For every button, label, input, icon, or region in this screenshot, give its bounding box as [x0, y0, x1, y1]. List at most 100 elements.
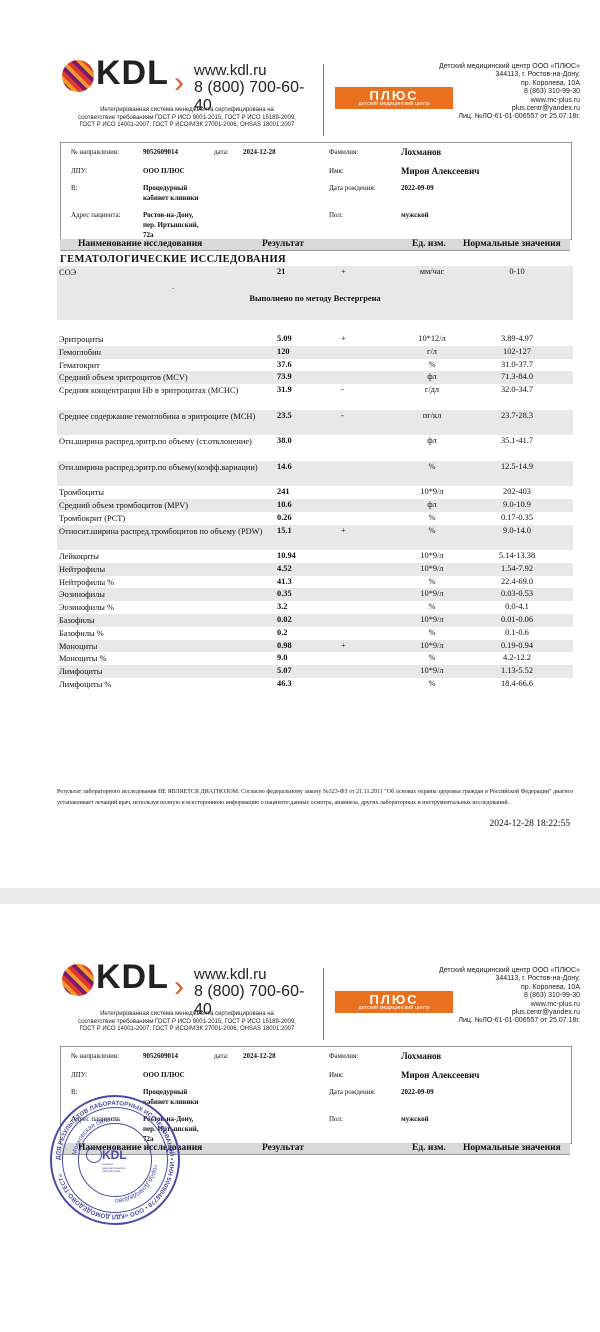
referral-label: № направления:: [71, 148, 120, 156]
department-value: Процедурный: [143, 1088, 188, 1096]
test-result: 23.5: [277, 410, 292, 420]
test-name: Моноциты: [59, 641, 98, 651]
stamp-ring: [62, 1107, 168, 1213]
test-norm: 0.03-0.53: [500, 589, 534, 599]
website: www.kdl.ru: [194, 62, 267, 79]
kdl-brand: KDL: [96, 958, 169, 996]
test-name: Лимфоциты: [59, 667, 103, 677]
test-norm: 23.7-28.3: [500, 410, 534, 420]
test-name: Отн.ширина распред.эритр.по объему(коэфф…: [59, 462, 258, 472]
test-name: Средний объем эритроцитов (MCV): [59, 373, 188, 383]
test-norm: 102-127: [503, 346, 531, 356]
clinic-email: plus.centr@yandex.ru: [511, 105, 580, 113]
test-norm: 9.0-10.9: [503, 499, 531, 509]
clinic-address: пр. Королева, 10А: [520, 79, 580, 87]
test-name: Отн.ширина распред.эритр.по объему (ст.о…: [59, 437, 252, 447]
stamp-mark-icon: [86, 1147, 102, 1163]
clinic-license: Лиц. №ЛО-61-01-006557 от 25.07.18г.: [458, 113, 580, 121]
name-value: Мирон Алексеевич: [401, 1070, 480, 1080]
sex-label: Пол:: [329, 211, 343, 219]
test-name: Эозинофилы: [59, 590, 105, 600]
test-norm: 0.1-0.6: [505, 627, 529, 637]
table-row: Нейтрофилы % 41.3% 22.4-69.0: [57, 576, 573, 589]
clinic-contacts: Детский медицинский центр ООО «ПЛЮС» 344…: [380, 63, 580, 122]
birthdate-value: 2022-09-09: [401, 1088, 434, 1096]
name-label: Имя:: [329, 167, 344, 175]
department-label: В:: [71, 1088, 78, 1096]
column-norm: Нормальные значения: [463, 239, 561, 249]
patient-info: № направления: 9052609014 дата: 2024-12-…: [60, 142, 572, 240]
test-unit: 10*9/л: [420, 487, 444, 497]
table-row: Тромбоциты 241 10*9/л 202-403: [57, 486, 573, 499]
surname-value: Лохманов: [401, 1051, 442, 1061]
test-unit: 10*9/л: [420, 563, 444, 573]
report-page-1: KDL › www.kdl.ru 8 (800) 700-60-40 Интег…: [0, 0, 600, 888]
results-column-header: Наименование исследования Результат Ед. …: [60, 239, 570, 251]
test-result: 0.2: [277, 627, 288, 637]
kdl-logo: KDL › www.kdl.ru 8 (800) 700-60-40: [62, 958, 322, 1018]
plus-logo-subtitle: детский медицинский центр: [358, 1005, 430, 1011]
test-result: 46.3: [277, 679, 292, 689]
kdl-brand: KDL: [96, 54, 169, 92]
report-page-2: KDL › www.kdl.ru 8 (800) 700-60-40 Интег…: [0, 904, 600, 1332]
test-unit: %: [428, 461, 436, 471]
test-norm: 202-403: [503, 487, 531, 497]
test-norm: 1.54-7.92: [500, 563, 534, 573]
address-value: 72а: [143, 231, 154, 239]
birthdate-value: 2022-09-09: [401, 184, 434, 192]
test-unit: 10*12/л: [418, 334, 446, 343]
table-row-esr: СОЭ 21 + мм/час 0-10 . Выполнено по мето…: [57, 266, 573, 320]
table-row: Средний объем эритроцитов (MCV) 73.9 фл 71.…: [57, 371, 573, 385]
test-norm: 9.0-14.0: [503, 525, 531, 535]
test-flag: -: [341, 385, 344, 395]
table-row: Относит.ширина распред.тромбоцитов по об…: [57, 524, 573, 551]
lpu-label: ЛПУ:: [71, 167, 88, 175]
test-name: Относит.ширина распред.тромбоцитов по об…: [59, 526, 263, 536]
report-header: KDL › www.kdl.ru 8 (800) 700-60-40 Интег…: [0, 904, 600, 1044]
plus-logo: ПЛЮС детский медицинский центр: [335, 991, 453, 1013]
table-row: Лимфоциты 5.07 10*9/л 1.13-5.52: [57, 665, 573, 679]
test-result: 37.6: [277, 359, 292, 369]
referral-value: 9052609014: [143, 1052, 178, 1060]
test-name: Базофилы: [59, 616, 95, 626]
test-unit: 10*9/л: [420, 640, 444, 650]
test-result: 120: [277, 346, 290, 356]
column-norm: Нормальные значения: [463, 1143, 561, 1153]
name-label: Имя:: [329, 1071, 344, 1079]
test-norm: 71.3-84.0: [500, 372, 534, 382]
column-name: Наименование исследования: [78, 239, 203, 249]
test-norm: 0.0-4.1: [505, 602, 529, 612]
clinic-email: plus.centr@yandex.ru: [511, 1009, 580, 1017]
esr-dot: .: [172, 282, 175, 291]
date-label: дата:: [214, 148, 229, 156]
clinic-phone: 8 (863) 310-99-30: [523, 992, 580, 1000]
sex-value: мужской: [401, 1115, 429, 1123]
table-row: Гемоглобин 120 г/л 102-127: [57, 345, 573, 359]
test-name: Нейтрофилы %: [59, 577, 115, 587]
test-result: 41.3: [277, 576, 292, 586]
test-unit: г/л: [427, 346, 437, 356]
stamp-logo: KDL: [102, 1148, 127, 1162]
test-name: Базофилы %: [59, 628, 104, 638]
test-unit: %: [428, 576, 436, 586]
kdl-logo: KDL › www.kdl.ru 8 (800) 700-60-40: [62, 54, 322, 114]
table-row: Тромбокрит (PCT) 0.26% 0.17-0.35: [57, 512, 573, 525]
test-flag: -: [341, 410, 344, 420]
test-name: Среднее содержание гемоглобина в эритроц…: [59, 411, 256, 421]
certification: Интегрированная система менеджмента серт…: [62, 107, 312, 130]
cert-line: ГОСТ Р ИСО 14001-2007, ГОСТ Р ИСО/МЭК 27…: [79, 1026, 295, 1032]
test-unit: пг/кл: [422, 410, 442, 420]
test-name: Гематокрит: [59, 360, 100, 370]
clinic-address: 344113, г. Ростов-на-Дону,: [495, 71, 580, 79]
address-value: пер. Иртышский,: [143, 221, 199, 229]
test-unit: 10*9/л: [420, 615, 444, 625]
clinic-address: 344113, г. Ростов-на-Дону,: [495, 975, 580, 983]
test-name: Тромбокрит (PCT): [59, 513, 126, 523]
test-name: Эритроциты: [59, 335, 104, 344]
clinic-phone: 8 (863) 310-99-30: [523, 88, 580, 96]
table-row: Моноциты 0.98 +10*9/л 0.19-0.94: [57, 639, 573, 653]
clinic-name: Детский медицинский центр ООО «ПЛЮС»: [439, 967, 580, 974]
test-flag: +: [341, 267, 346, 276]
test-name: Тромбоциты: [59, 488, 105, 498]
table-row: Отн.ширина распред.эритр.по объему(коэфф…: [57, 460, 573, 487]
